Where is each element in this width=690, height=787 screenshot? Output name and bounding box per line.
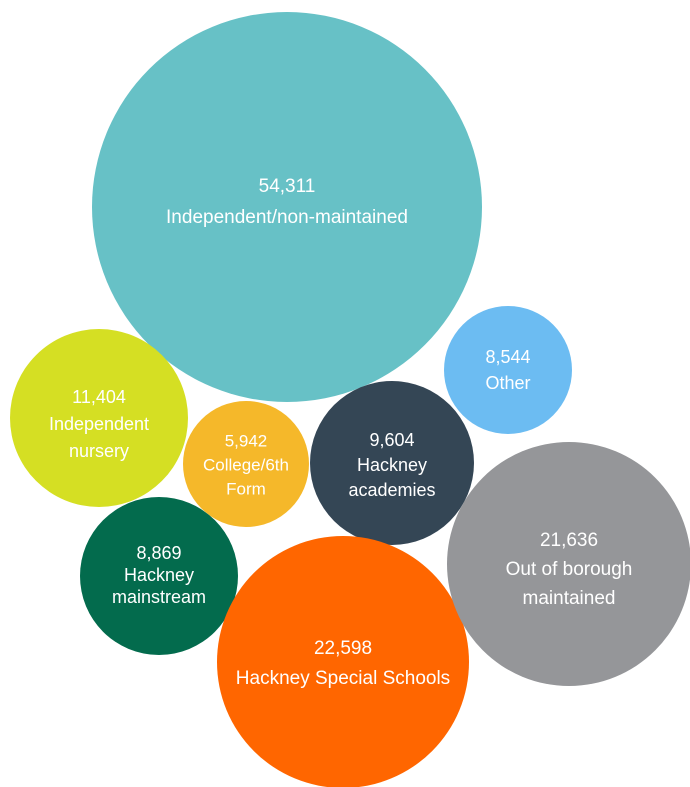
bubble-value: 21,636 (540, 530, 598, 551)
bubble-0: 54,311 Independent/non-maintained (92, 12, 482, 402)
bubble-category-label: Form (226, 479, 266, 498)
bubble-3: 9,604 Hackney academies (310, 381, 474, 545)
bubble-value: 9,604 (369, 430, 414, 450)
bubble-category-label: mainstream (112, 587, 206, 607)
bubble-value: 11,404 (72, 387, 126, 407)
bubble-circle (183, 401, 309, 527)
bubble-category-label: Independent (49, 414, 149, 434)
bubble-category-label: nursery (69, 441, 129, 461)
bubble-circle (92, 12, 482, 402)
bubble-circle (80, 497, 238, 655)
bubble-category-label: Out of borough (506, 559, 633, 580)
bubble-value: 22,598 (314, 638, 372, 659)
bubble-circle (217, 536, 469, 787)
bubble-circle (310, 381, 474, 545)
bubble-category-label: College/6th (203, 455, 289, 474)
bubble-7: 21,636 Out of borough maintained (447, 442, 690, 686)
bubble-category-label: Independent/non-maintained (166, 207, 408, 228)
bubble-circle (10, 329, 188, 507)
bubble-category-label: Hackney (124, 565, 194, 585)
bubble-category-label: Hackney Special Schools (236, 668, 450, 689)
bubble-2: 5,942 College/6th Form (183, 401, 309, 527)
bubble-value: 54,311 (259, 176, 316, 197)
bubble-category-label: academies (348, 480, 435, 500)
bubble-category-label: maintained (523, 588, 616, 609)
bubble-circle (444, 306, 572, 434)
bubble-6: 22,598 Hackney Special Schools (217, 536, 469, 787)
bubble-4: 8,544 Other (444, 306, 572, 434)
bubble-value: 5,942 (225, 431, 268, 450)
bubble-value: 8,544 (485, 347, 530, 367)
bubble-category-label: Other (485, 373, 530, 393)
bubble-category-label: Hackney (357, 455, 427, 475)
bubble-value: 8,869 (136, 543, 181, 563)
bubble-circle (447, 442, 690, 686)
bubble-1: 11,404 Independent nursery (10, 329, 188, 507)
